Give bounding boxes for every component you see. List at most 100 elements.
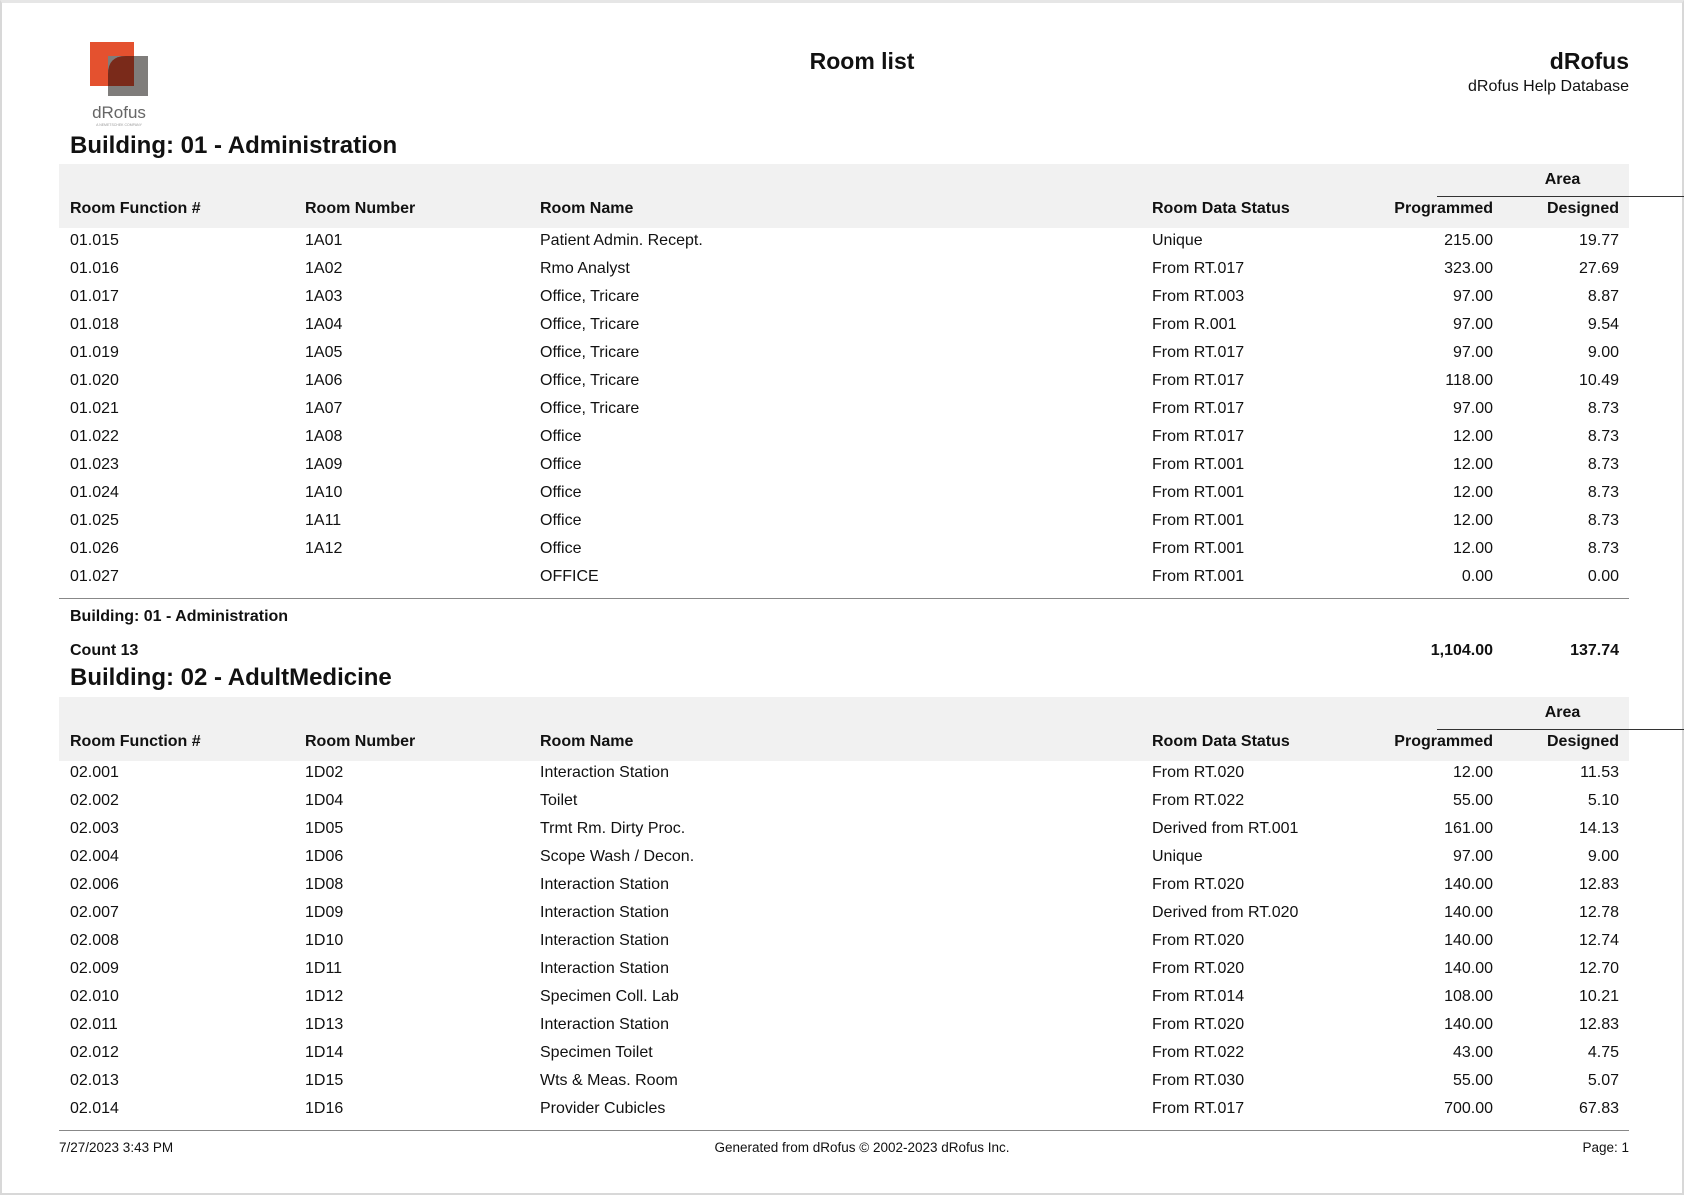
cell-room-data-status: From RT.017	[1152, 428, 1245, 445]
cell-area-programmed: 12.00	[1452, 512, 1493, 529]
table-divider	[59, 598, 1629, 599]
cell-area-programmed: 140.00	[1444, 960, 1493, 977]
cell-area-programmed: 108.00	[1444, 988, 1493, 1005]
table-row[interactable]: 01.016 1A02 Rmo Analyst From RT.017 323.00 27…	[59, 256, 1629, 284]
table-row[interactable]: 02.014 1D16 Provider Cubicles From RT.017 70…	[59, 1096, 1629, 1124]
cell-area-programmed: 55.00	[1452, 1072, 1493, 1089]
table-row[interactable]: 02.004 1D06 Scope Wash / Decon. Unique 97.00…	[59, 844, 1629, 872]
cell-room-number: 1A10	[305, 484, 343, 501]
column-header-area-designed[interactable]: Designed	[1546, 733, 1619, 750]
table-row[interactable]: 02.009 1D11 Interaction Station From RT.020…	[59, 956, 1629, 984]
footer-page: Page: 1	[1582, 1140, 1629, 1155]
cell-room-data-status: Unique	[1152, 848, 1203, 865]
table-row[interactable]: 02.013 1D15 Wts & Meas. Room From RT.030 55.…	[59, 1068, 1629, 1096]
table-header: Area Room Function # Room Number Room Name…	[59, 164, 1684, 228]
cell-room-name: Office	[540, 484, 582, 501]
cell-room-data-status: From RT.017	[1152, 1100, 1245, 1117]
table-row[interactable]: 01.022 1A08 Office From RT.017 12.00 8.73	[59, 424, 1629, 452]
cell-area-designed: 11.53	[1580, 764, 1619, 781]
table-row[interactable]: 01.019 1A05 Office, Tricare From RT.017 97.0…	[59, 340, 1629, 368]
table-header: Area Room Function # Room Number Room Name…	[59, 697, 1684, 761]
column-header-area-designed[interactable]: Designed	[1546, 200, 1619, 217]
cell-room-name: OFFICE	[540, 568, 599, 585]
cell-area-programmed: 12.00	[1452, 484, 1493, 501]
area-group-divider	[1437, 729, 1684, 730]
table-row[interactable]: 02.007 1D09 Interaction Station Derived fro…	[59, 900, 1629, 928]
cell-room-data-status: From RT.020	[1152, 960, 1245, 977]
table-row[interactable]: 02.010 1D12 Specimen Coll. Lab From RT.014 1…	[59, 984, 1629, 1012]
table-row[interactable]: 01.027 OFFICE From RT.001 0.00 0.00	[59, 564, 1629, 592]
cell-area-programmed: 97.00	[1452, 848, 1493, 865]
cell-area-programmed: 12.00	[1452, 540, 1493, 557]
room-table: 02.001 1D02 Interaction Station From RT.020…	[59, 760, 1629, 1124]
table-row[interactable]: 01.017 1A03 Office, Tricare From RT.003 97.0…	[59, 284, 1629, 312]
cell-room-number: 1A06	[305, 372, 343, 389]
table-row[interactable]: 02.003 1D05 Trmt Rm. Dirty Proc. Derived fr…	[59, 816, 1629, 844]
table-row[interactable]: 02.006 1D08 Interaction Station From RT.020…	[59, 872, 1629, 900]
table-row[interactable]: 01.023 1A09 Office From RT.001 12.00 8.73	[59, 452, 1629, 480]
cell-room-data-status: From RT.022	[1152, 792, 1245, 809]
cell-room-data-status: From RT.001	[1152, 540, 1245, 557]
cell-room-name: Specimen Toilet	[540, 1044, 653, 1061]
cell-room-number: 1A12	[305, 540, 343, 557]
cell-area-designed: 14.13	[1578, 820, 1619, 837]
table-row[interactable]: 02.011 1D13 Interaction Station From RT.020…	[59, 1012, 1629, 1040]
cell-area-programmed: 140.00	[1444, 876, 1493, 893]
cell-room-data-status: From R.001	[1152, 316, 1237, 333]
cell-room-function: 01.016	[70, 260, 119, 277]
column-header-room-name[interactable]: Room Name	[540, 733, 634, 750]
cell-room-number: 1D15	[305, 1072, 344, 1089]
cell-area-designed: 5.07	[1587, 1072, 1619, 1089]
room-table: 01.015 1A01 Patient Admin. Recept. Unique 21…	[59, 228, 1629, 592]
column-header-area-programmed[interactable]: Programmed	[1394, 733, 1493, 750]
cell-area-designed: 12.83	[1578, 1016, 1619, 1033]
column-header-room-data-status[interactable]: Room Data Status	[1152, 733, 1290, 750]
cell-room-function: 02.001	[70, 764, 119, 781]
table-row[interactable]: 01.021 1A07 Office, Tricare From RT.017 97.0…	[59, 396, 1629, 424]
cell-room-number: 1D05	[305, 820, 344, 837]
column-header-room-data-status[interactable]: Room Data Status	[1152, 200, 1290, 217]
cell-room-name: Specimen Coll. Lab	[540, 988, 679, 1005]
area-group-header: Area	[1544, 171, 1581, 188]
cell-room-data-status: Derived from RT.001	[1152, 820, 1299, 837]
column-header-room-number[interactable]: Room Number	[305, 200, 416, 217]
table-row[interactable]: 02.001 1D02 Interaction Station From RT.020…	[59, 760, 1629, 788]
column-header-room-function[interactable]: Room Function #	[70, 200, 201, 217]
table-row[interactable]: 01.026 1A12 Office From RT.001 12.00 8.73	[59, 536, 1629, 564]
cell-area-designed: 0.00	[1587, 568, 1619, 585]
cell-room-name: Office	[540, 512, 582, 529]
cell-room-function: 01.024	[70, 484, 119, 501]
table-row[interactable]: 01.024 1A10 Office From RT.001 12.00 8.73	[59, 480, 1629, 508]
table-row[interactable]: 01.020 1A06 Office, Tricare From RT.017 118.…	[59, 368, 1629, 396]
cell-room-function: 02.003	[70, 820, 119, 837]
column-header-area-programmed[interactable]: Programmed	[1394, 200, 1493, 217]
cell-area-designed: 67.83	[1578, 1100, 1619, 1117]
cell-room-function: 01.021	[70, 400, 119, 417]
table-row[interactable]: 01.018 1A04 Office, Tricare From R.001 97.00…	[59, 312, 1629, 340]
table-row[interactable]: 02.012 1D14 Specimen Toilet From RT.022 43.0…	[59, 1040, 1629, 1068]
cell-room-number: 1A07	[305, 400, 343, 417]
cell-area-designed: 8.73	[1587, 428, 1619, 445]
column-header-room-name[interactable]: Room Name	[540, 200, 634, 217]
cell-room-data-status: From RT.017	[1152, 344, 1245, 361]
cell-room-number: 1D02	[305, 764, 344, 781]
table-row[interactable]: 02.002 1D04 Toilet From RT.022 55.00 5.10	[59, 788, 1629, 816]
drofus-logo: dRofus A NEMETSCHEK COMPANY	[90, 42, 148, 127]
cell-room-name: Interaction Station	[540, 932, 669, 949]
table-row[interactable]: 01.015 1A01 Patient Admin. Recept. Unique 21…	[59, 228, 1629, 256]
cell-room-name: Office	[540, 456, 582, 473]
column-header-room-number[interactable]: Room Number	[305, 733, 416, 750]
table-row[interactable]: 02.008 1D10 Interaction Station From RT.020…	[59, 928, 1629, 956]
cell-room-data-status: From RT.017	[1152, 260, 1245, 277]
table-row[interactable]: 01.025 1A11 Office From RT.001 12.00 8.73	[59, 508, 1629, 536]
footer-divider	[59, 1130, 1629, 1131]
cell-room-function: 02.006	[70, 876, 119, 893]
cell-room-name: Trmt Rm. Dirty Proc.	[540, 820, 686, 837]
cell-area-programmed: 43.00	[1452, 1044, 1493, 1061]
room-count: Count 13	[70, 642, 139, 659]
cell-room-name: Office, Tricare	[540, 372, 640, 389]
svg-text:dRofus: dRofus	[92, 103, 146, 122]
cell-area-programmed: 140.00	[1444, 1016, 1493, 1033]
cell-area-programmed: 97.00	[1452, 344, 1493, 361]
column-header-room-function[interactable]: Room Function #	[70, 733, 201, 750]
